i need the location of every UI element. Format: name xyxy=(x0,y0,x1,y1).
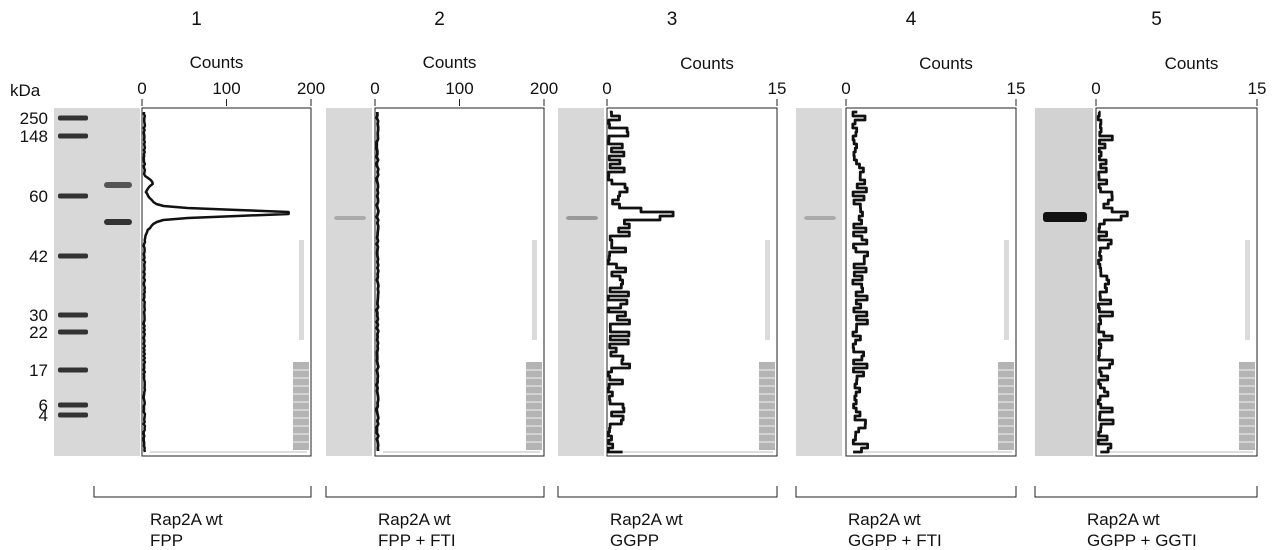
gel-lane xyxy=(558,108,604,456)
panel-1: 1 Counts 0 100 200 Rap2A wt FPP xyxy=(54,9,325,550)
marker-label-148: 148 xyxy=(20,127,48,146)
sample-band xyxy=(334,216,366,220)
axis-label: Counts xyxy=(680,54,734,73)
panel-number: 2 xyxy=(434,9,445,30)
tick-label: 0 xyxy=(602,79,611,98)
scan-text xyxy=(299,240,304,340)
caption-line-2: FPP + FTI xyxy=(378,531,456,550)
label-strip xyxy=(759,362,775,450)
caption-line-1: Rap2A wt xyxy=(150,510,223,529)
panel-number: 5 xyxy=(1151,9,1162,30)
scan-text xyxy=(765,240,770,340)
label-strip xyxy=(998,362,1014,450)
caption-line-2: FPP xyxy=(150,531,183,550)
tick-label: 200 xyxy=(297,79,325,98)
panel-4: 4 Counts 0 15 Rap2A wt GGPP + FTI xyxy=(795,9,1026,550)
gel-lane xyxy=(1035,108,1093,456)
caption-line-2: GGPP xyxy=(610,531,659,550)
sample-band xyxy=(566,216,598,220)
caption-line-1: Rap2A wt xyxy=(848,510,921,529)
scan-text xyxy=(1245,240,1250,340)
marker-label-250: 250 xyxy=(20,109,48,128)
ladder-band xyxy=(58,253,88,259)
counts-trace xyxy=(851,110,869,454)
tick-label: 0 xyxy=(370,79,379,98)
panel-2: 2 Counts 0 100 200 Rap2A wt FPP + FTI xyxy=(325,9,558,550)
ladder-band xyxy=(58,193,88,199)
ladder-band xyxy=(58,402,88,408)
ladder-band xyxy=(58,115,88,121)
gel-lane xyxy=(326,108,372,456)
sample-band xyxy=(104,219,132,225)
gel-lane xyxy=(796,108,842,456)
plot-frame xyxy=(606,107,778,457)
tick-label: 15 xyxy=(1007,79,1026,98)
bracket xyxy=(795,486,1017,498)
marker-label-42: 42 xyxy=(29,247,48,266)
ladder-band xyxy=(58,133,88,139)
axis-label: Counts xyxy=(190,53,244,72)
label-strip xyxy=(1239,362,1255,450)
ladder-band xyxy=(58,367,88,373)
ladder-band xyxy=(58,312,88,318)
panel-number: 4 xyxy=(906,9,917,30)
label-strip xyxy=(526,362,542,450)
tick-label: 100 xyxy=(445,79,473,98)
bracket xyxy=(1034,486,1258,498)
sample-band xyxy=(1043,212,1087,222)
bracket xyxy=(93,486,312,498)
ladder-band xyxy=(58,329,88,335)
axis-label: Counts xyxy=(423,53,477,72)
marker-label-22: 22 xyxy=(29,323,48,342)
counts-trace xyxy=(606,110,675,454)
marker-label-60: 60 xyxy=(29,187,48,206)
plot-frame xyxy=(845,107,1017,457)
marker-label-6: 6 xyxy=(39,396,48,415)
panel-5: 5 Counts 0 15 Rap2A wt GGPP + GGTI xyxy=(1034,9,1267,550)
sample-band-upper xyxy=(104,182,132,188)
caption-line-1: Rap2A wt xyxy=(1087,510,1160,529)
caption-line-2: GGPP + FTI xyxy=(848,531,942,550)
tick-label: 100 xyxy=(212,79,240,98)
panel-3: 3 Counts 0 15 Rap2A wt GGPP xyxy=(557,9,787,550)
marker-label-17: 17 xyxy=(29,361,48,380)
bracket xyxy=(325,486,545,498)
tick-label: 15 xyxy=(768,79,787,98)
caption-line-2: GGPP + GGTI xyxy=(1087,531,1197,550)
bracket xyxy=(557,486,778,498)
marker-label-4: 4 xyxy=(39,406,48,425)
sample-band xyxy=(804,216,836,220)
plot-frame xyxy=(1095,107,1258,457)
caption-line-1: Rap2A wt xyxy=(610,510,683,529)
label-strip xyxy=(293,362,309,450)
ladder-band xyxy=(58,412,88,418)
panel-number: 3 xyxy=(667,9,678,30)
gel-lane xyxy=(54,108,140,456)
tick-label: 0 xyxy=(841,79,850,98)
kda-unit-label: kDa xyxy=(10,81,41,100)
axis-label: Counts xyxy=(1165,54,1219,73)
marker-label-30: 30 xyxy=(29,306,48,325)
scan-text xyxy=(1004,240,1009,340)
panel-number: 1 xyxy=(191,9,202,30)
plot-frame xyxy=(141,107,312,457)
tick-label: 15 xyxy=(1248,79,1267,98)
tick-label: 200 xyxy=(530,79,558,98)
scan-text xyxy=(532,240,537,340)
axis-label: Counts xyxy=(919,54,973,73)
plot-frame xyxy=(374,107,545,457)
tick-label: 0 xyxy=(1091,79,1100,98)
counts-trace xyxy=(1096,110,1129,454)
counts-trace xyxy=(375,111,380,452)
tick-label: 0 xyxy=(137,79,146,98)
caption-line-1: Rap2A wt xyxy=(378,510,451,529)
counts-trace xyxy=(142,111,290,453)
